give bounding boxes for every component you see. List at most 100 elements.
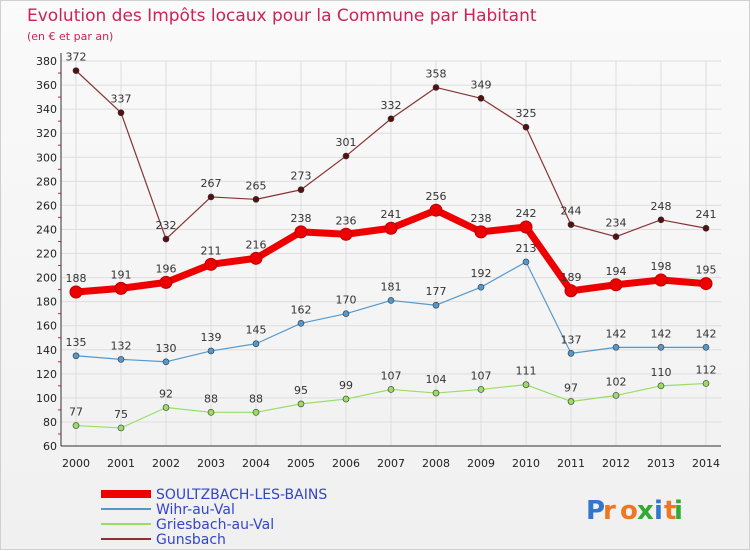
data-point	[342, 310, 350, 317]
data-point	[294, 225, 308, 239]
data-label: 198	[651, 260, 672, 273]
data-point	[474, 225, 488, 239]
data-point	[432, 389, 440, 397]
data-label: 244	[561, 205, 582, 218]
data-label: 301	[336, 136, 357, 149]
data-label: 234	[606, 217, 627, 230]
data-point	[342, 152, 350, 160]
logo-letter: o	[620, 496, 638, 526]
data-point	[117, 356, 125, 363]
data-point	[387, 115, 395, 123]
grid	[61, 60, 721, 447]
data-label: 191	[111, 268, 132, 281]
proxiti-logo: Pr o x i ti	[586, 496, 683, 526]
data-point	[522, 381, 530, 388]
data-label: 325	[516, 107, 537, 120]
data-label: 110	[651, 366, 672, 379]
chart-title: Evolution des Impôts locaux pour la Comm…	[27, 6, 537, 26]
data-point	[477, 94, 485, 102]
data-point	[657, 216, 665, 224]
data-label: 195	[696, 264, 717, 277]
data-point	[72, 352, 80, 360]
data-point	[252, 340, 260, 348]
y-tick-label: 340	[36, 103, 57, 116]
x-tick-label: 2011	[557, 457, 585, 470]
data-label: 112	[696, 363, 717, 376]
data-point	[297, 319, 305, 327]
data-point	[162, 358, 170, 366]
data-point	[159, 275, 173, 289]
data-point	[207, 409, 215, 416]
data-label: 273	[291, 170, 312, 183]
x-tick-label: 2010	[512, 457, 540, 470]
data-point	[612, 233, 620, 240]
y-tick-label: 100	[36, 392, 57, 405]
data-label: 77	[69, 406, 83, 419]
data-label: 99	[339, 379, 353, 392]
data-label: 145	[246, 324, 267, 337]
data-point	[522, 123, 530, 131]
data-label: 92	[159, 388, 173, 401]
axes: 60 80 100 120 140 160 180 200 220 240 260 280 300 320…	[36, 53, 721, 470]
data-point	[342, 395, 350, 403]
legend-label: Gunsbach	[156, 532, 226, 548]
logo-letter: i	[674, 496, 683, 526]
data-point	[702, 344, 710, 351]
data-label: 97	[564, 381, 578, 394]
data-label: 162	[291, 303, 312, 316]
data-point	[657, 344, 665, 351]
data-point	[252, 196, 260, 203]
logo-letter: t	[664, 496, 676, 526]
data-label: 88	[249, 392, 263, 405]
data-point	[114, 281, 128, 295]
data-label: 170	[336, 294, 357, 307]
data-label: 142	[651, 327, 672, 340]
data-point	[72, 67, 80, 74]
x-tick-label: 2005	[287, 457, 315, 470]
data-label: 196	[156, 262, 177, 275]
y-tick-label: 80	[43, 416, 57, 429]
data-point	[654, 273, 668, 287]
data-point	[252, 409, 260, 416]
data-label: 349	[471, 78, 492, 91]
data-point	[387, 386, 395, 393]
data-point	[117, 109, 125, 117]
data-point	[249, 251, 263, 265]
data-point	[297, 400, 305, 408]
data-label: 211	[201, 244, 222, 257]
data-label: 256	[426, 190, 447, 203]
y-tick-label: 120	[36, 368, 57, 381]
y-tick-label: 320	[36, 127, 57, 140]
data-label: 337	[111, 93, 132, 106]
data-point	[567, 398, 575, 405]
data-label: 248	[651, 200, 672, 213]
data-point	[564, 284, 578, 298]
data-label: 142	[696, 327, 717, 340]
y-tick-label: 380	[36, 55, 57, 68]
data-point	[522, 258, 530, 266]
data-point	[612, 344, 620, 351]
data-label: 107	[471, 369, 492, 382]
x-tick-label: 2002	[152, 457, 180, 470]
data-label: 242	[516, 207, 537, 220]
data-point	[339, 227, 353, 241]
y-tick-label: 200	[36, 272, 57, 285]
x-tick-label: 2008	[422, 457, 450, 470]
legend-label: Griesbach-au-Val	[156, 517, 274, 533]
x-tick-label: 2014	[692, 457, 720, 470]
x-tick-label: 2012	[602, 457, 630, 470]
data-label: 104	[426, 373, 447, 386]
data-point	[204, 257, 218, 271]
data-point	[117, 424, 125, 432]
data-point	[609, 278, 623, 292]
y-tick-label: 160	[36, 320, 57, 333]
data-label: 132	[111, 339, 132, 352]
logo-letter: i	[654, 496, 663, 526]
data-label: 332	[381, 99, 402, 112]
data-point	[207, 347, 215, 355]
data-point	[72, 422, 80, 429]
x-tick-label: 2001	[107, 457, 135, 470]
data-label: 139	[201, 331, 222, 344]
data-point	[432, 84, 440, 91]
data-point	[657, 382, 665, 390]
